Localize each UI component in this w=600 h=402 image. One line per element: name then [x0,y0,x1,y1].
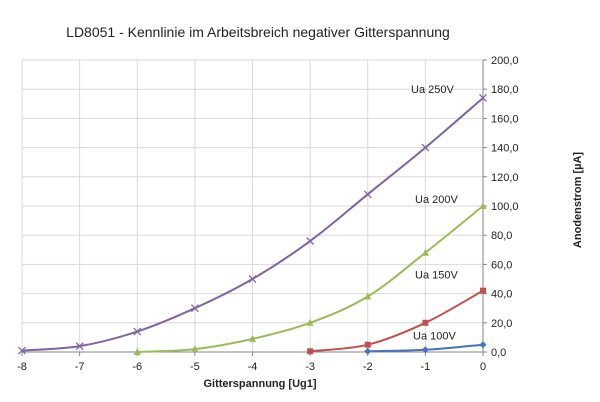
data-point [306,318,314,326]
data-point [18,346,26,355]
y-tick-label: 60,0 [491,259,512,271]
data-point [421,346,429,354]
y-axis-label: Anodenstrom [µA] [572,152,584,249]
data-point [422,319,429,326]
data-point [190,304,199,313]
chart-title: LD8051 - Kennlinie im Arbeitsbreich nega… [66,24,450,40]
data-point [307,348,314,355]
data-point [306,237,315,245]
y-tick-label: 100,0 [491,201,519,213]
x-tick-labels: -8 -7 -6 -5 -4 -3 -2 -1 0 [17,361,486,373]
y-tick-label: 20,0 [491,318,512,330]
x-tick-label: -1 [420,361,430,373]
data-point [480,287,486,294]
x-tick-label: -4 [248,361,258,373]
data-point [479,341,487,349]
y-tick-label: 0,0 [491,347,506,359]
x-tick-label: -3 [305,361,315,373]
data-point [479,94,487,102]
x-tick-label: -8 [17,361,27,373]
y-tick-label: 160,0 [491,113,519,125]
series-markers [18,94,487,355]
x-tick-label: 0 [480,361,486,373]
y-tick-label: 180,0 [491,84,519,96]
data-point [364,292,372,300]
data-point [191,345,199,353]
data-point [364,341,371,348]
y-tick-label: 120,0 [491,172,519,184]
y-tick-label: 140,0 [491,143,519,155]
x-tick-label: -2 [363,361,373,373]
series-label: Ua 150V [415,270,458,282]
data-point [363,190,372,199]
series-label: Ua 100V [413,331,456,343]
y-tick-labels: 0,0 20,0 40,0 60,0 80,0 100,0 120,0 140,0 160,0 1… [491,55,519,359]
x-tick-label: -6 [132,361,142,373]
data-point [133,348,141,355]
data-point [75,342,84,351]
x-tick-label: -5 [190,361,200,373]
data-point [248,275,257,283]
x-axis-label: Gitterspannung [Ug1] [203,378,316,390]
data-point [364,347,372,355]
series-line [21,97,484,352]
y-tick-label: 40,0 [491,289,512,301]
series-label: Ua 250V [411,84,454,96]
series-label: Ua 200V [415,194,458,206]
series-line [310,289,484,353]
data-point [421,143,430,152]
axes [21,59,487,356]
x-tick-label: -7 [75,361,85,373]
y-tick-label: 80,0 [491,230,512,242]
grid [21,59,483,352]
data-point [249,334,256,342]
data-point [133,327,142,336]
series-labels: Ua 100V Ua 150V Ua 200V Ua 250V [411,84,458,343]
data-point [479,202,487,209]
y-tick-label: 200,0 [491,55,519,67]
data-point [421,248,429,256]
